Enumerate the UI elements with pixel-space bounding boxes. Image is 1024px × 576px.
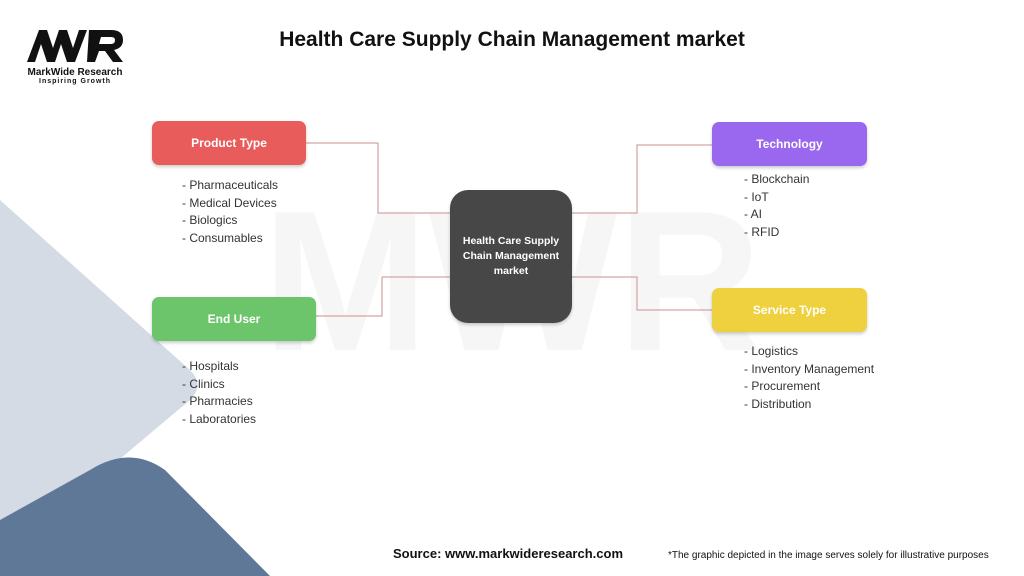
service-type-list: - Logistics - Inventory Management - Pro… <box>744 343 874 413</box>
logo-brand: MarkWide Research <box>27 67 123 78</box>
background-shape-dark <box>0 457 270 576</box>
end-user-node: End User <box>152 297 316 341</box>
list-item: - AI <box>744 207 763 221</box>
list-item: - Biologics <box>182 213 238 227</box>
list-item: - Distribution <box>744 396 812 411</box>
disclaimer-note: *The graphic depicted in the image serve… <box>668 550 989 561</box>
list-item: - Pharmacies <box>182 394 253 408</box>
product-type-node: Product Type <box>152 121 306 165</box>
list-item: - Inventory Management <box>744 361 875 376</box>
list-item: - Consumables <box>182 230 263 245</box>
connector-product-type <box>306 142 450 214</box>
source-text: Source: www.markwideresearch.com <box>393 546 624 561</box>
logo: MarkWide Research Inspiring Growth <box>20 28 130 85</box>
list-item: - Logistics <box>744 344 799 358</box>
list-item: - Procurement <box>744 379 821 393</box>
list-item: - Laboratories <box>182 411 257 426</box>
list-item: - Blockchain <box>744 172 810 186</box>
mwr-logo-mark <box>27 30 123 62</box>
service-type-node: Service Type <box>712 288 867 332</box>
connectors <box>306 142 712 317</box>
center-node: Health Care Supply Chain Management mark… <box>450 190 572 323</box>
list-item: - Pharmaceuticals <box>182 178 279 192</box>
connector-end-user <box>316 276 450 317</box>
end-user-list: - Hospitals - Clinics - Pharmacies - Lab… <box>182 358 256 428</box>
technology-list: - Blockchain - IoT - AI - RFID <box>744 171 809 241</box>
list-item: - Clinics <box>182 376 225 391</box>
list-item: - RFID <box>744 224 780 239</box>
background-shape-light <box>0 200 198 560</box>
page-title: Health Care Supply Chain Management mark… <box>279 28 745 51</box>
technology-node: Technology <box>712 122 867 166</box>
list-item: - IoT <box>744 189 769 204</box>
list-item: - Medical Devices <box>182 195 277 210</box>
product-type-list: - Pharmaceuticals - Medical Devices - Bi… <box>182 177 278 247</box>
logo-tagline: Inspiring Growth <box>39 78 111 85</box>
connector-technology <box>572 144 712 214</box>
connector-service-type <box>572 276 712 311</box>
list-item: - Hospitals <box>182 359 239 373</box>
